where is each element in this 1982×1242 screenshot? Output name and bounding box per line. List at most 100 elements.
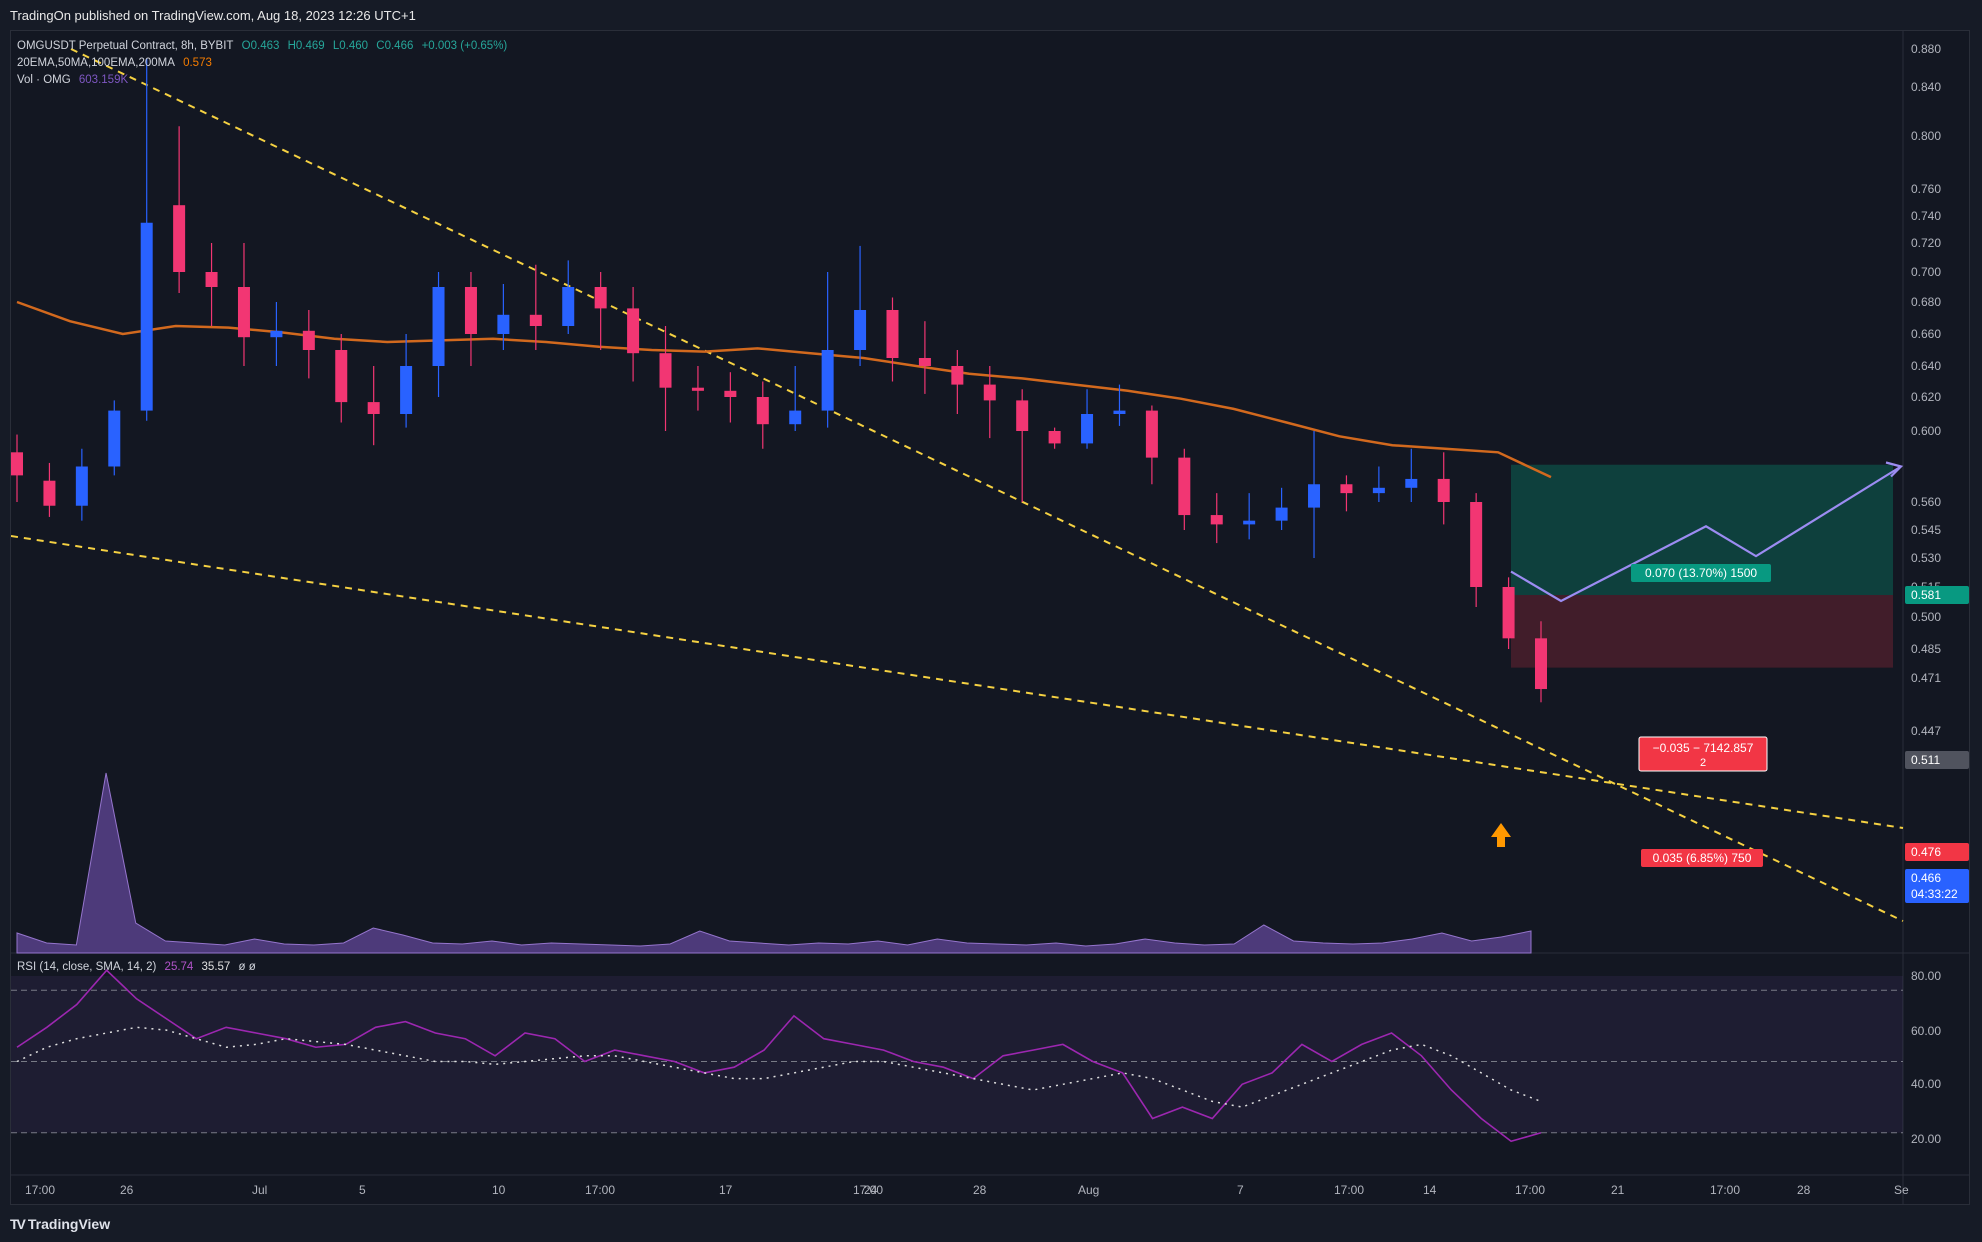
- candle-body: [464, 287, 477, 334]
- candle-body: [983, 384, 996, 401]
- rsi-label: RSI (14, close, SMA, 14, 2): [17, 961, 157, 973]
- candle: [951, 350, 964, 414]
- time-tick-label: 17:00: [1515, 1183, 1545, 1197]
- price-tag-label: 0.476: [1911, 845, 1941, 859]
- time-tick-label: Se: [1894, 1183, 1909, 1197]
- stop-label-box: [1641, 849, 1763, 867]
- candle-body: [724, 390, 737, 397]
- candle-body: [1178, 457, 1191, 516]
- candle: [821, 272, 834, 428]
- candle: [691, 366, 704, 411]
- time-tick-label: 14: [1423, 1183, 1437, 1197]
- tradingview-logo[interactable]: TV TradingView: [10, 1216, 110, 1232]
- candle-body: [1502, 587, 1515, 639]
- top-bar: TradingOn published on TradingView.com, …: [0, 0, 1982, 30]
- ohlc-close: C0.466: [376, 40, 414, 52]
- candle: [108, 400, 121, 476]
- candle-body: [1113, 410, 1126, 414]
- candle-body: [529, 314, 542, 326]
- candle-body: [691, 387, 704, 391]
- price-tick-label: 0.880: [1911, 42, 1941, 56]
- time-tick-label: 5: [359, 1183, 366, 1197]
- ohlc-open: O0.463: [241, 40, 280, 52]
- candle-body: [789, 410, 802, 425]
- candle: [335, 334, 348, 423]
- ma-label: 20EMA,50MA,100EMA,200MA: [17, 57, 175, 69]
- candle-body: [1210, 515, 1223, 525]
- candle-body: [75, 466, 88, 506]
- candle-body: [821, 350, 834, 411]
- footer: TV TradingView: [0, 1205, 1982, 1242]
- time-tick-label: 28: [973, 1183, 987, 1197]
- candle-body: [951, 366, 964, 385]
- price-tag: [1905, 586, 1969, 604]
- candle-body: [659, 353, 672, 388]
- rsi-tick-label: 80.00: [1911, 969, 1941, 983]
- volume-area: [16, 772, 1532, 954]
- price-tick-label: 0.620: [1911, 390, 1941, 404]
- candle: [367, 366, 380, 446]
- price-tick-label: 0.720: [1911, 236, 1941, 250]
- time-tick-label: 10: [492, 1183, 506, 1197]
- price-tick-label: 0.447: [1911, 724, 1941, 738]
- rsi-line: [16, 969, 1542, 1143]
- time-tick-label: 17:00: [585, 1183, 615, 1197]
- candle: [464, 272, 477, 366]
- candle-body: [1437, 478, 1450, 502]
- candle: [756, 381, 769, 449]
- candle: [1535, 621, 1547, 703]
- volume-legend[interactable]: Vol · OMG 603.159K: [17, 74, 133, 86]
- candle-body: [270, 330, 283, 338]
- rsi-tick-label: 20.00: [1911, 1132, 1941, 1146]
- time-tick-label: 26: [120, 1183, 134, 1197]
- candle: [1048, 427, 1061, 449]
- candle-body: [108, 410, 121, 467]
- time-tick-label: 28: [1797, 1183, 1811, 1197]
- candle-body: [43, 480, 56, 506]
- candle-body: [497, 314, 510, 334]
- candle: [1081, 389, 1094, 449]
- candle: [627, 287, 640, 382]
- ma-legend[interactable]: 20EMA,50MA,100EMA,200MA 0.573: [17, 57, 217, 69]
- symbol-title: OMGUSDT Perpetual Contract, 8h, BYBIT: [17, 40, 234, 52]
- candle-body: [1308, 484, 1321, 508]
- time-tick-label: 17: [719, 1183, 733, 1197]
- candle-body: [1470, 502, 1483, 587]
- candle: [75, 448, 88, 521]
- target-label-box: [1631, 564, 1771, 582]
- entry-label: −0.035 − 7142.857: [1653, 741, 1754, 755]
- candle: [1145, 405, 1158, 485]
- candle: [237, 243, 250, 366]
- candle: [594, 272, 607, 350]
- candle: [497, 284, 510, 350]
- candle: [1275, 487, 1288, 530]
- candle-body: [173, 205, 186, 272]
- candle-body: [432, 287, 445, 366]
- candle: [270, 302, 283, 366]
- rsi-legend[interactable]: RSI (14, close, SMA, 14, 2) 25.74 35.57 …: [17, 961, 261, 973]
- ohlc-low: L0.460: [332, 40, 369, 52]
- publisher-caption: TradingOn published on TradingView.com, …: [10, 8, 416, 23]
- projection-path: [1510, 465, 1902, 603]
- ma-value: 0.573: [183, 57, 212, 69]
- price-tag: [1905, 869, 1969, 903]
- rsi-tick-label: 40.00: [1911, 1077, 1941, 1091]
- time-tick-label: 21: [1611, 1183, 1625, 1197]
- candle: [302, 310, 315, 379]
- price-tick-label: 0.485: [1911, 642, 1941, 656]
- candle: [140, 58, 153, 421]
- price-tick-label: 0.760: [1911, 182, 1941, 196]
- rsi-band: [11, 976, 1903, 1133]
- chart-panel[interactable]: 0.880 0.840 0.800 0.760 0.740 0.720 0.700 0.680…: [10, 30, 1970, 1205]
- candle-body: [1275, 507, 1288, 521]
- trendline-upper: [70, 48, 1904, 922]
- candle-body: [594, 287, 607, 309]
- price-tag-label: 0.466: [1911, 871, 1941, 885]
- candle-body: [335, 350, 348, 403]
- projection-arrowhead: [1885, 461, 1904, 478]
- candle: [1243, 493, 1256, 540]
- candle: [400, 334, 413, 428]
- price-tag-label: 0.581: [1911, 588, 1941, 602]
- candle: [789, 366, 802, 431]
- price-chart[interactable]: 0.880 0.840 0.800 0.760 0.740 0.720 0.700 0.680…: [10, 31, 1969, 1204]
